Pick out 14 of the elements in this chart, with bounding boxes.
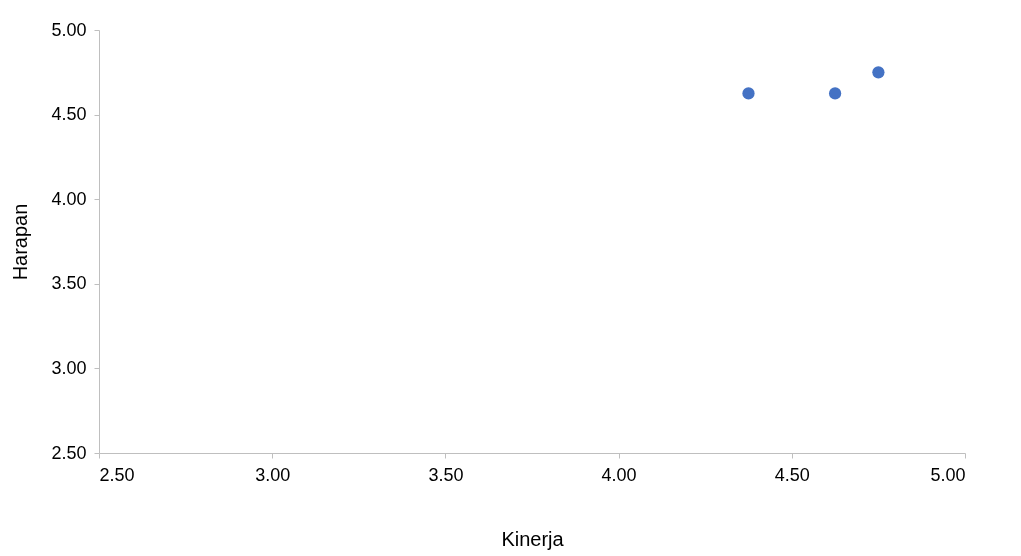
x-tick-label: 3.00: [255, 464, 291, 485]
y-tick-label: 3.00: [51, 357, 87, 378]
x-axis-title: Kinerja: [501, 527, 565, 550]
y-tick-label: 2.50: [51, 442, 87, 463]
y-tick-label: 5.00: [51, 19, 87, 40]
y-tick-label: 4.50: [51, 104, 87, 125]
x-tick-label: 2.50: [99, 464, 135, 485]
x-tick-label: 4.00: [601, 464, 637, 485]
x-tick-label: 5.00: [930, 464, 966, 485]
y-tick-label: 3.50: [51, 273, 87, 294]
y-axis-title: Harapan: [9, 203, 32, 281]
x-tick-label: 3.50: [428, 464, 464, 485]
y-tick-label: 4.00: [51, 188, 87, 209]
x-tick-label: 4.50: [774, 464, 810, 485]
